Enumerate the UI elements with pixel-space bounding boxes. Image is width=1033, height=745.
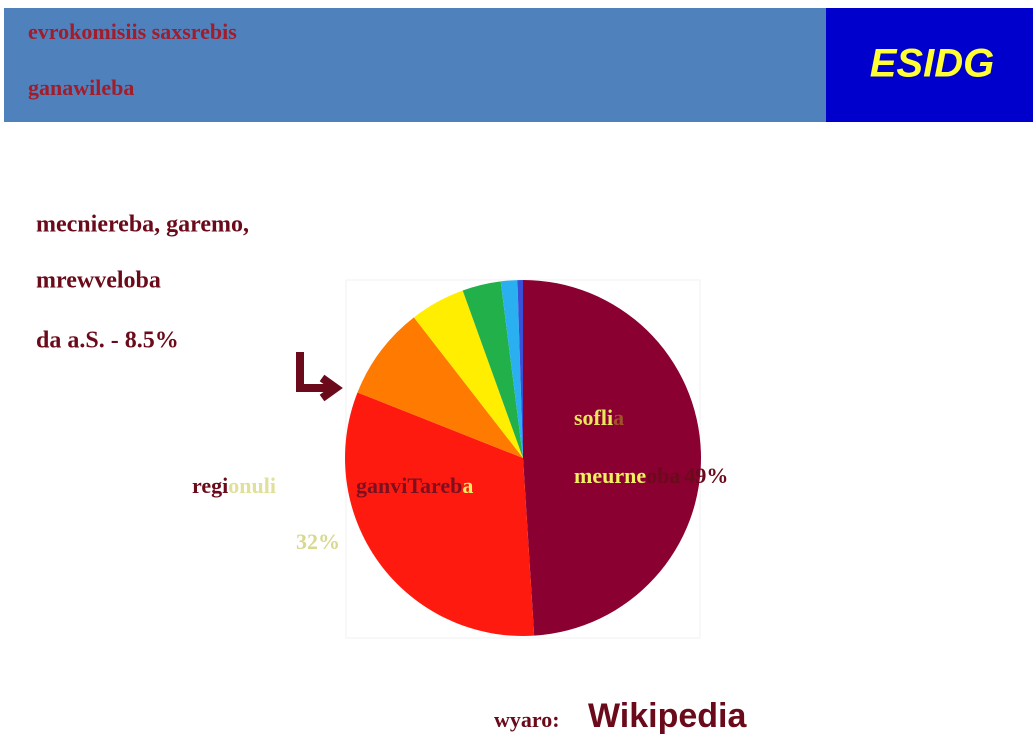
pie-slice	[357, 317, 523, 458]
pie-slice	[523, 280, 701, 636]
side-note: da a.S. - 8.5%	[36, 328, 179, 354]
source-label: wyaro:	[494, 707, 560, 732]
label-piece: a	[613, 405, 624, 430]
pie-slice	[413, 290, 523, 458]
label-piece: sofli	[574, 405, 613, 430]
header-title: evrokomisiis saxsrebis	[28, 19, 237, 44]
logo: ESIDG	[870, 42, 994, 86]
header-band	[4, 8, 826, 122]
label-piece: meurne	[574, 463, 646, 488]
pie-slice	[462, 281, 523, 458]
slice-label: ganviTareba	[356, 473, 473, 498]
slice-label: regionuli	[192, 473, 276, 498]
pie	[344, 280, 701, 636]
label-piece: ganviTareb	[356, 473, 462, 498]
value-label: 32%	[296, 529, 340, 554]
slice-label: soflia	[574, 405, 624, 430]
pie-slice	[344, 392, 535, 636]
source-name: Wikipedia	[588, 697, 747, 735]
label-piece: onuli	[228, 473, 276, 498]
header-title: ganawileba	[28, 75, 134, 100]
side-note: mrewveloba	[36, 268, 161, 294]
slice-label: meurneoba 49%	[574, 463, 728, 488]
pie-slice	[517, 280, 523, 458]
pie-slice	[500, 280, 523, 458]
logo-band	[826, 8, 1033, 122]
label-piece: a	[462, 473, 473, 498]
arrow	[296, 352, 343, 402]
label-piece: regi	[192, 473, 228, 498]
side-note: mecniereba, garemo,	[36, 212, 249, 238]
label-piece: oba	[646, 463, 680, 488]
value-label: 49%	[684, 463, 728, 488]
